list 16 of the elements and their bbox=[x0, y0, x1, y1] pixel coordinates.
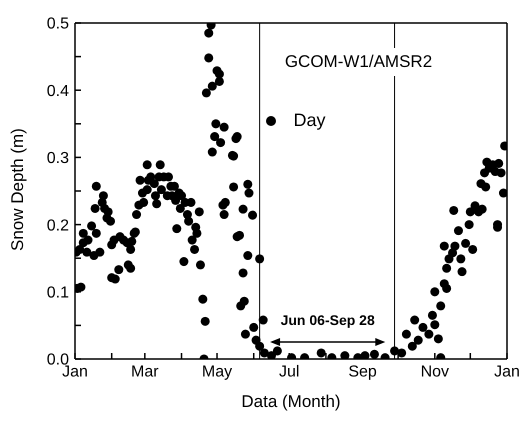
y-axis-title: Snow Depth (m) bbox=[8, 128, 28, 251]
x-tick-label: Sep bbox=[348, 363, 377, 380]
text: GCOM-W1/AMSR2 bbox=[282, 48, 434, 76]
legend-label: Day bbox=[294, 110, 326, 130]
x-tick-label: May bbox=[202, 363, 232, 380]
y-tick-label: 0.4 bbox=[46, 82, 70, 100]
y-tick-label: 0.2 bbox=[46, 217, 70, 234]
y-tick-label: 0.1 bbox=[46, 284, 70, 302]
x-tick-label: Jan bbox=[494, 363, 520, 380]
x-tick-label: Mar bbox=[131, 363, 160, 380]
x-axis-title: Data (Month) bbox=[241, 392, 341, 411]
y-tick-label: 0.5 bbox=[46, 16, 70, 33]
x-tick-label: Jul bbox=[279, 363, 300, 380]
y-tick-label: 0.3 bbox=[46, 150, 70, 168]
x-tick-label: Nov bbox=[420, 363, 450, 380]
annotation: Jun 06-Sep 28 bbox=[280, 312, 375, 328]
